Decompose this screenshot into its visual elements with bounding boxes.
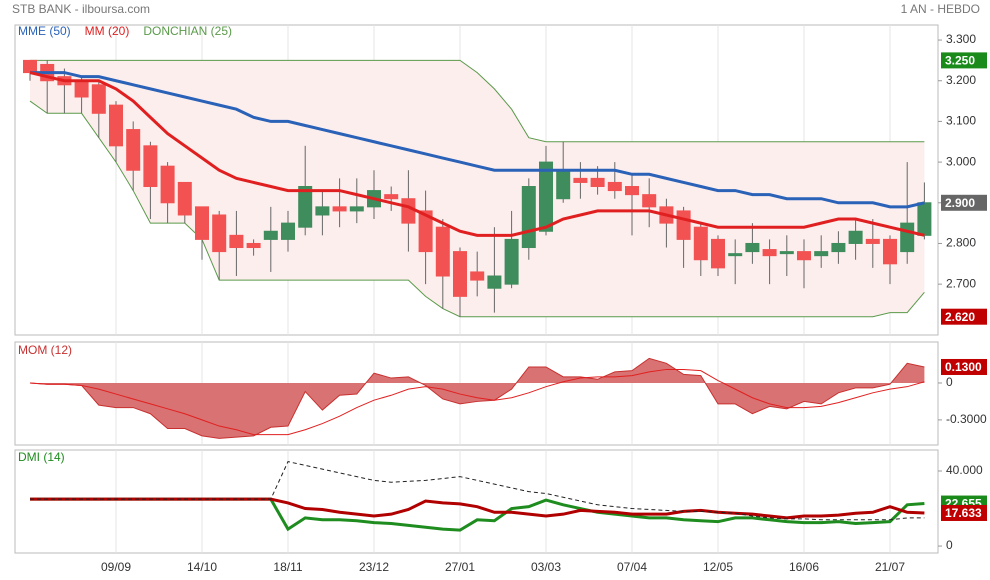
candle-body	[195, 206, 209, 240]
ma-line	[29, 71, 925, 237]
y-tick-label: 3.100	[946, 114, 976, 128]
candle-body	[487, 275, 502, 289]
ma-line	[30, 71, 925, 209]
candle-body	[470, 271, 485, 281]
candle-body	[779, 251, 794, 255]
last-value-badge	[941, 308, 987, 325]
candle-body	[160, 165, 175, 204]
candle-body	[676, 210, 691, 240]
candle-body	[556, 169, 571, 200]
x-tick-label: 09/09	[101, 560, 131, 574]
y-tick-label: 0	[946, 375, 953, 389]
y-tick-label: 0	[946, 538, 953, 552]
candle-body	[814, 251, 829, 257]
candle-body	[418, 210, 433, 253]
candle-body	[762, 249, 777, 257]
candle-body	[23, 59, 37, 74]
candle-body	[349, 206, 364, 212]
candle-body	[126, 129, 141, 171]
candle-body	[246, 242, 261, 249]
legend-label: MME (50)	[18, 24, 71, 38]
candle-body	[229, 234, 244, 249]
candle-body	[212, 214, 227, 253]
donchian-upper	[30, 59, 925, 143]
last-value-badge	[941, 194, 987, 211]
last-value-badge	[941, 358, 987, 375]
candle-body	[177, 181, 192, 216]
candle-body	[281, 222, 295, 240]
y-tick-label: 2.800	[946, 236, 976, 250]
candle-body	[848, 230, 863, 244]
last-value-badge	[941, 52, 987, 69]
candle-body	[745, 242, 760, 253]
candle-body	[435, 226, 450, 277]
candle-body	[298, 186, 313, 228]
candle-body	[831, 242, 846, 253]
last-value-label: 3.250	[945, 54, 975, 68]
momentum-line	[29, 357, 925, 439]
candle-body	[504, 238, 519, 285]
candle-body	[797, 251, 811, 261]
panel-frame	[14, 449, 939, 554]
x-tick-label: 27/01	[445, 560, 475, 574]
y-tick-label: 40.000	[946, 463, 983, 477]
candle-body	[384, 194, 399, 200]
last-value-label: 17.633	[945, 506, 982, 520]
y-tick-label: -0.3000	[946, 412, 987, 426]
candle-body	[642, 194, 657, 208]
candle-body	[453, 251, 467, 297]
x-tick-label: 23/12	[359, 560, 389, 574]
panel-title: MOM (12)	[18, 343, 72, 357]
y-tick-label: 3.300	[946, 32, 976, 46]
x-tick-label: 12/05	[703, 560, 733, 574]
candle-body	[590, 177, 605, 188]
y-tick-label: 3.200	[946, 73, 976, 87]
last-value-badge	[941, 504, 987, 521]
candle-body	[693, 226, 708, 261]
chart-subtitle: 1 AN - HEBDO	[901, 2, 980, 16]
candle-body	[625, 186, 639, 196]
x-tick-label: 07/04	[617, 560, 647, 574]
candle-body	[109, 104, 123, 147]
momentum-line	[29, 368, 925, 436]
candle-body	[315, 206, 330, 216]
x-tick-label: 16/06	[789, 560, 819, 574]
y-tick-label: 2.700	[946, 276, 976, 290]
y-tick-label: 3.000	[946, 154, 976, 168]
candle-body	[573, 177, 588, 183]
candle-body	[728, 253, 743, 257]
candle-body	[332, 206, 347, 212]
chart-title: STB BANK - ilboursa.com	[12, 2, 150, 16]
legend-label: DONCHIAN (25)	[143, 24, 232, 38]
candle-body	[711, 238, 725, 269]
candle-body	[917, 202, 932, 236]
candle-body	[74, 80, 89, 98]
candle-body	[539, 161, 553, 232]
candle-body	[263, 230, 278, 240]
x-tick-label: 18/11	[273, 560, 302, 574]
momentum-area	[30, 358, 925, 439]
last-value-label: 2.900	[945, 196, 975, 210]
legend-label: MM (20)	[85, 24, 130, 38]
x-tick-label: 03/03	[531, 560, 561, 574]
candle-body	[607, 181, 622, 192]
candle-body	[91, 84, 106, 114]
candle-body	[401, 198, 416, 224]
candle-body	[521, 186, 536, 249]
last-value-label: 0.1300	[945, 360, 982, 374]
candle-body	[865, 238, 880, 244]
last-value-label: 2.620	[945, 310, 975, 324]
candle-body	[143, 145, 158, 188]
dmi-line	[30, 461, 925, 521]
x-tick-label: 14/10	[187, 560, 217, 574]
candle-body	[900, 222, 915, 253]
panel-title: DMI (14)	[18, 450, 65, 464]
candle-body	[883, 238, 897, 265]
x-tick-label: 21/07	[875, 560, 905, 574]
donchian-lower	[29, 100, 925, 318]
